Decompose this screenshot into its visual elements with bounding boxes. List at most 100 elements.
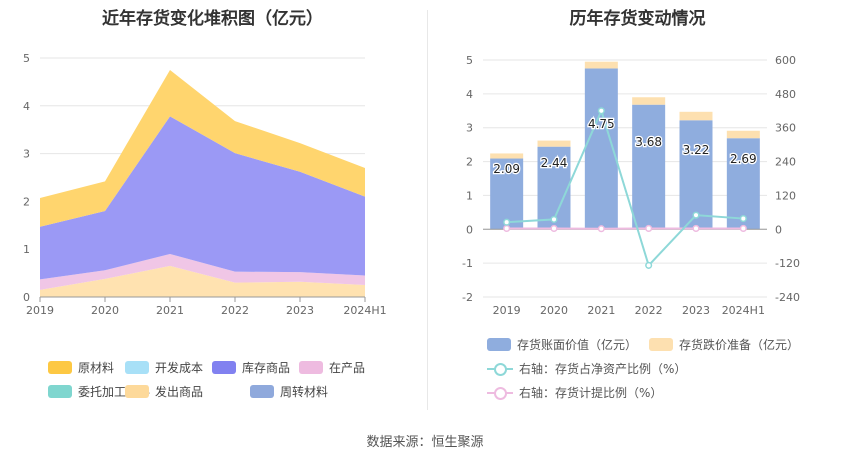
- bar-book-value: [632, 104, 666, 230]
- bar-line-chart: -2 -240 -1 -120 0 0 1 120 2 240 3 360 4 480 5 600 2.09 2.…: [462, 54, 800, 317]
- legend-label: 开发成本: [155, 361, 204, 375]
- legend-item[interactable]: 存货跌价准备（亿元）: [649, 336, 799, 353]
- legend-label: 存货跌价准备（亿元）: [679, 338, 800, 352]
- x-tick-label: 2023: [286, 304, 314, 317]
- bar-provision: [537, 140, 571, 147]
- legend-item[interactable]: 库存商品: [212, 359, 290, 376]
- line-point: [739, 224, 747, 232]
- legend-item[interactable]: 在产品: [299, 359, 365, 376]
- legend-item[interactable]: 发出商品: [125, 383, 203, 400]
- line-point: [503, 224, 511, 232]
- y-tick-label: 5: [466, 54, 473, 67]
- y-tick-label: 0: [466, 223, 473, 236]
- legend-item[interactable]: 周转材料: [250, 383, 328, 400]
- legend-label: 库存商品: [242, 361, 291, 375]
- legend-item[interactable]: 右轴：存货计提比例（%）: [487, 384, 662, 401]
- area-series: [40, 253, 365, 290]
- legend-swatch: [487, 386, 513, 400]
- x-tick-label: 2020: [540, 304, 568, 317]
- legend-swatch: [48, 361, 72, 374]
- legend-swatch: [649, 338, 673, 351]
- y-tick-label: 3: [466, 122, 473, 135]
- legend-item[interactable]: 开发成本: [125, 359, 203, 376]
- panel-divider: [427, 10, 428, 410]
- left-chart-panel: 近年存货变化堆积图（亿元） 0 1 2 3 4 5 2019 2020 2021 2022 2023…: [23, 9, 387, 400]
- legend-swatch: [299, 361, 323, 374]
- y-tick-label: 4: [466, 88, 473, 101]
- line-point: [503, 218, 511, 226]
- bar-data-label: 2.44: [541, 156, 568, 170]
- y2-tick-label: 0: [775, 223, 782, 236]
- y2-tick-label: 240: [775, 156, 796, 169]
- line-point: [692, 224, 700, 232]
- bar-data-label: 3.68: [635, 135, 662, 149]
- area-series: [40, 265, 365, 297]
- y2-tick-label: -120: [775, 257, 800, 270]
- line-point: [739, 215, 747, 223]
- legend-swatch: [250, 385, 274, 398]
- legend-item[interactable]: 右轴：存货占净资产比例（%）: [487, 360, 686, 377]
- legend-label: 右轴：存货计提比例（%）: [519, 386, 663, 400]
- y2-tick-label: 360: [775, 122, 796, 135]
- x-tick-label: 2019: [26, 304, 54, 317]
- bar-book-value: [679, 120, 713, 230]
- legend-label: 发出商品: [155, 385, 204, 399]
- x-tick-label: 2023: [682, 304, 710, 317]
- bar-provision: [490, 153, 524, 159]
- legend-label: 右轴：存货占净资产比例（%）: [519, 362, 687, 376]
- y-tick-label: -1: [462, 257, 473, 270]
- bar-book-value: [537, 146, 571, 230]
- line-inventory-ratio: [506, 107, 744, 268]
- legend-label: 原材料: [78, 361, 115, 375]
- line-point: [597, 107, 605, 115]
- legend-swatch: [487, 338, 511, 351]
- bar-provision: [584, 61, 618, 69]
- bar-data-label: 2.09: [493, 162, 520, 176]
- line-point: [645, 224, 653, 232]
- right-chart-title: 历年存货变动情况: [569, 9, 706, 29]
- y2-tick-label: 600: [775, 54, 796, 67]
- bar-provision: [632, 97, 666, 105]
- right-chart-panel: 历年存货变动情况 -2 -240 -1 -120 0 0 1 120 2 240 3 360 4 480 5…: [425, 0, 850, 459]
- y-tick-label: 1: [466, 189, 473, 202]
- stacked-area-chart: 0 1 2 3 4 5 2019 2020 2021 2022 2023 2024H1: [23, 52, 387, 317]
- area-series: [40, 116, 365, 280]
- line-point: [597, 225, 605, 233]
- y-tick-label: 2: [466, 156, 473, 169]
- line-point: [645, 261, 653, 269]
- legend-swatch: [487, 362, 513, 376]
- x-tick-label: 2020: [91, 304, 119, 317]
- y2-tick-label: -240: [775, 291, 800, 304]
- y2-tick-label: 480: [775, 88, 796, 101]
- bar-data-label: 4.75: [588, 117, 615, 131]
- legend-swatch: [125, 361, 149, 374]
- x-tick-label: 2021: [587, 304, 615, 317]
- left-chart-title: 近年存货变化堆积图（亿元）: [102, 9, 323, 29]
- x-tick-label: 2024H1: [343, 304, 386, 317]
- legend-label: 存货账面价值（亿元）: [517, 338, 638, 352]
- legend-swatch: [48, 385, 72, 398]
- legend-item[interactable]: 原材料: [48, 359, 114, 376]
- y-tick-label: 3: [23, 148, 30, 161]
- y-tick-label: 1: [23, 243, 30, 256]
- bar-data-label: 2.69: [730, 152, 757, 166]
- bar-book-value: [726, 138, 760, 230]
- y-tick-label: 4: [23, 100, 30, 113]
- x-tick-label: 2021: [156, 304, 184, 317]
- legend-label: 周转材料: [280, 385, 329, 399]
- bar-book-value: [490, 158, 524, 230]
- legend-item[interactable]: 存货账面价值（亿元）: [487, 336, 637, 353]
- y-tick-label: -2: [462, 291, 473, 304]
- y-tick-label: 2: [23, 195, 30, 208]
- x-tick-label: 2022: [221, 304, 249, 317]
- y-tick-label: 0: [23, 291, 30, 304]
- bar-provision: [679, 111, 713, 121]
- y2-tick-label: 120: [775, 189, 796, 202]
- line-point: [550, 215, 558, 223]
- bar-provision: [726, 130, 760, 139]
- legend-swatch: [125, 385, 149, 398]
- x-tick-label: 2022: [635, 304, 663, 317]
- x-tick-label: 2019: [493, 304, 521, 317]
- area-series: [40, 69, 365, 227]
- bar-data-label: 3.22: [683, 143, 710, 157]
